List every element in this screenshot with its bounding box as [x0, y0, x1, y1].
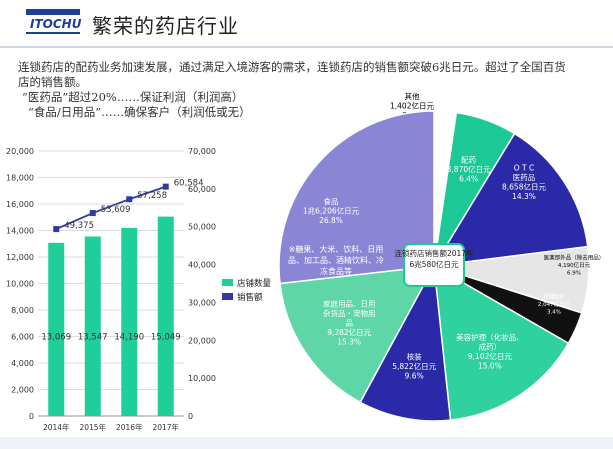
line-value-label: 49,375	[64, 221, 94, 231]
legend-label-stores: 店铺数量	[237, 278, 272, 289]
pie-center-total: 6兆580亿日元	[409, 259, 459, 269]
intro-line-3: “医药品”超过20%……保证利润（利润高）	[22, 90, 244, 104]
intro-line-1: 连锁药店的配药业务加速发展，通过满足入境游客的需求，连锁药店的销售额突破6兆日元…	[18, 60, 566, 74]
x-tick-label: 2014年	[43, 422, 70, 432]
pie-slice-label: 杂货品・宠物用	[323, 308, 376, 318]
y-right-tick-label: 20,000	[188, 336, 216, 345]
header-divider	[0, 46, 613, 48]
y-left-tick-label: 18,000	[6, 174, 34, 183]
pie-slice-label: 2,047亿日元	[538, 300, 571, 308]
x-tick-label: 2017年	[152, 422, 179, 432]
pie-slice-label: 成药）	[479, 341, 502, 351]
bar-value-label: 14,190	[114, 333, 144, 343]
pie-slice-label: 14.3%	[512, 192, 536, 201]
line-value-label: 60,584	[174, 179, 204, 189]
y-right-tick-label: 50,000	[188, 223, 216, 232]
y-left-tick-label: 2,000	[11, 386, 34, 395]
y-right-tick-label: 60,000	[188, 185, 216, 194]
pie-center-box	[403, 243, 465, 287]
pie-slice-label: 6.4%	[459, 175, 478, 184]
pie-slice-label: 15.3%	[337, 338, 361, 347]
pie-slice-label: 美容护理（化妆品、	[456, 332, 524, 342]
pie-note-text: ※糖果、大米、饮料、日用	[289, 244, 384, 254]
y-left-tick-label: 16,000	[6, 200, 34, 209]
line-value-label: 57,258	[137, 191, 167, 201]
pie-slice-label: O T C	[514, 163, 535, 172]
x-tick-label: 2015年	[79, 422, 106, 432]
line-point	[126, 196, 133, 203]
pie-note-text: 冻食品等	[320, 266, 352, 276]
pie-slice-label: 1兆6,206亿日元	[303, 206, 360, 216]
header: ITOCHU 繁荣的药店行业	[0, 0, 613, 46]
pie-slice-label: 8,658亿日元	[502, 181, 546, 191]
legend-swatch-sales	[222, 293, 233, 300]
pie-slice-label: 5,822亿日元	[392, 361, 436, 371]
bar	[84, 236, 101, 416]
itochu-logo: ITOCHU	[26, 9, 82, 37]
bar	[157, 216, 174, 416]
y-right-tick-label: 0	[188, 412, 193, 421]
legend-swatch-stores	[222, 279, 233, 286]
bar-value-label: 13,547	[78, 333, 108, 343]
pie-slice	[279, 265, 436, 404]
bar-value-label: 13,069	[41, 333, 71, 343]
line-point	[53, 226, 60, 233]
pie-slice-label: 家庭用品、日用	[323, 299, 376, 309]
line-point	[89, 210, 96, 217]
y-left-tick-label: 4,000	[11, 359, 34, 368]
logo-text: ITOCHU	[30, 17, 82, 31]
intro-line-2: 店的销售额。	[18, 75, 87, 89]
pie-slice	[433, 264, 570, 421]
bar	[121, 227, 138, 416]
y-left-tick-label: 6,000	[11, 333, 34, 342]
line-value-label: 53,609	[101, 205, 131, 215]
y-right-tick-label: 30,000	[188, 298, 216, 307]
sales-line	[55, 185, 167, 230]
pie-slice-label: 3.4%	[547, 309, 561, 315]
y-left-tick-label: 8,000	[11, 306, 34, 315]
line-point	[162, 183, 169, 190]
logo-mark	[26, 9, 80, 34]
y-right-tick-label: 40,000	[188, 261, 216, 270]
pie-slice-label: 配药	[461, 155, 476, 165]
pie-slice-label: 9.6%	[405, 371, 424, 380]
y-left-tick-label: 20,000	[6, 147, 34, 156]
pie-slice-label: 食品	[324, 196, 339, 206]
y-right-tick-label: 70,000	[188, 147, 216, 156]
footer-bar	[0, 437, 613, 449]
pie-slice-label: 15.0%	[478, 361, 502, 370]
intro-text: 连锁药店的配药业务加速发展，通过满足入境游客的需求，连锁药店的销售额突破6兆日元…	[18, 60, 603, 120]
pie-slice	[278, 110, 435, 285]
pie-slice-label: 3,870亿日元	[447, 164, 491, 174]
pie-slice-label: 1,402亿日元	[390, 101, 434, 111]
pie-slice	[359, 263, 452, 422]
bar	[48, 242, 65, 416]
pie-slice-label: 9,282亿日元	[327, 327, 371, 337]
page-title: 繁荣的药店行业	[92, 14, 239, 38]
pie-slice-label: 医药品	[513, 172, 536, 182]
pie-slice-label: 核装	[407, 351, 422, 361]
pie-slice-label: 9,102亿日元	[468, 351, 512, 361]
y-left-tick-label: 12,000	[6, 253, 34, 262]
y-left-tick-label: 10,000	[6, 280, 34, 289]
y-left-tick-label: 0	[29, 412, 34, 421]
legend-label-sales: 销售额	[237, 292, 263, 303]
pie-center-title: 连锁药店销售额2017年	[394, 248, 474, 258]
intro-line-4: “食品/日用品”……确保客户（利润低或无）	[28, 105, 251, 119]
pie-slice	[432, 132, 589, 267]
pie-note-text: 品、加工品、酒精饮料、冷	[288, 255, 384, 265]
pie-slice-label: 医薬部外品（除去用品）	[544, 253, 605, 261]
pie-slice-label: 保健医药	[543, 292, 566, 300]
y-left-tick-label: 14,000	[6, 227, 34, 236]
pie-slice-label: 其他	[405, 91, 420, 101]
pie-slice-label: 4,190亿日元	[558, 261, 591, 269]
pie-slice-label: 26.8%	[319, 216, 343, 225]
x-tick-label: 2016年	[116, 422, 143, 432]
pie-slice-label: 6.9%	[567, 270, 581, 276]
bar-value-label: 15,049	[151, 333, 181, 343]
y-right-tick-label: 10,000	[188, 374, 216, 383]
pie-slice-label: 品	[345, 319, 353, 328]
